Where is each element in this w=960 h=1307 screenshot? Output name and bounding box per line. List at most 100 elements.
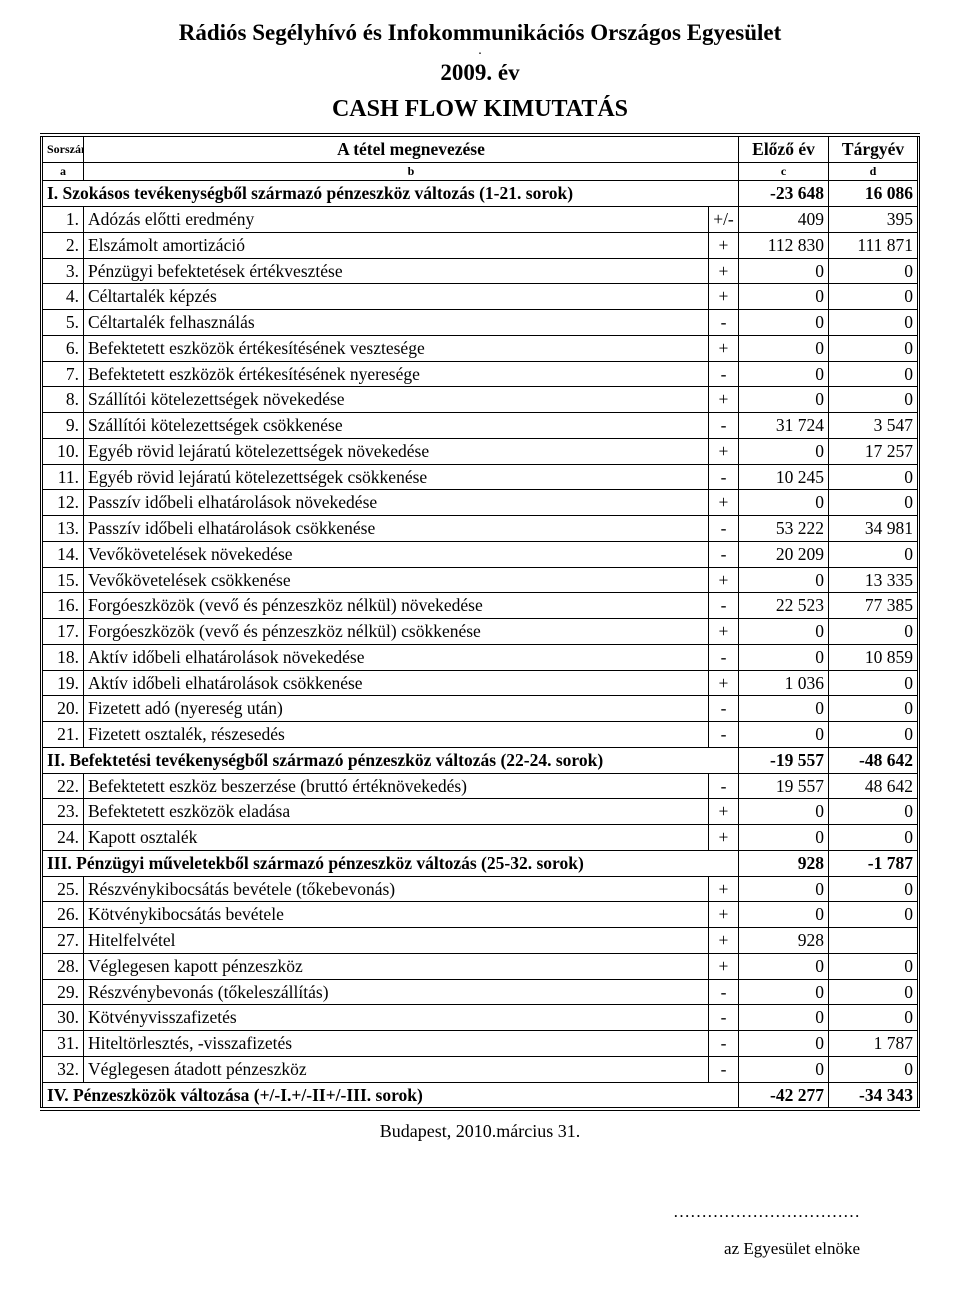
row-prev: 928 xyxy=(739,928,829,954)
table-row: 1.Adózás előtti eredmény+/-409395 xyxy=(42,207,919,233)
section-prev: -42 277 xyxy=(739,1082,829,1109)
table-row: 14.Vevőkövetelések növekedése-20 2090 xyxy=(42,541,919,567)
row-prev: 0 xyxy=(739,387,829,413)
row-num: 18. xyxy=(42,644,84,670)
report-title: CASH FLOW KIMUTATÁS xyxy=(40,96,920,123)
header-row-2: a b c d xyxy=(42,162,919,181)
row-name: Elszámolt amortizáció xyxy=(84,232,709,258)
row-prev: 0 xyxy=(739,361,829,387)
row-curr: 0 xyxy=(829,722,919,748)
row-prev: 0 xyxy=(739,979,829,1005)
row-sign: + xyxy=(708,928,738,954)
row-prev: 0 xyxy=(739,619,829,645)
row-name: Hiteltörlesztés, -visszafizetés xyxy=(84,1031,709,1057)
row-name: Forgóeszközök (vevő és pénzeszköz nélkül… xyxy=(84,593,709,619)
row-num: 27. xyxy=(42,928,84,954)
row-prev: 0 xyxy=(739,1056,829,1082)
row-num: 9. xyxy=(42,413,84,439)
row-sign: - xyxy=(708,361,738,387)
row-curr: 77 385 xyxy=(829,593,919,619)
row-num: 14. xyxy=(42,541,84,567)
signature-dots: …………………………… xyxy=(40,1202,860,1222)
row-curr: 0 xyxy=(829,799,919,825)
row-curr: 0 xyxy=(829,490,919,516)
cashflow-table: Sorszám A tétel megnevezése Előző év Tár… xyxy=(40,133,920,1111)
row-curr: 0 xyxy=(829,1056,919,1082)
section-row: II. Befektetési tevékenységből származó … xyxy=(42,747,919,773)
table-row: 27.Hitelfelvétel+928 xyxy=(42,928,919,954)
table-row: 2.Elszámolt amortizáció+112 830111 871 xyxy=(42,232,919,258)
table-row: 19.Aktív időbeli elhatárolások csökkenés… xyxy=(42,670,919,696)
row-curr: 0 xyxy=(829,387,919,413)
row-num: 15. xyxy=(42,567,84,593)
row-curr: 0 xyxy=(829,876,919,902)
row-curr: 0 xyxy=(829,1005,919,1031)
section-prev: 928 xyxy=(739,850,829,876)
table-row: 26.Kötvénykibocsátás bevétele+00 xyxy=(42,902,919,928)
section-label: I. Szokásos tevékenységből származó pénz… xyxy=(42,181,739,207)
table-row: 25.Részvénykibocsátás bevétele (tőkebevo… xyxy=(42,876,919,902)
row-name: Befektetett eszközök értékesítésének ves… xyxy=(84,335,709,361)
table-row: 28.Véglegesen kapott pénzeszköz+00 xyxy=(42,953,919,979)
row-name: Forgóeszközök (vevő és pénzeszköz nélkül… xyxy=(84,619,709,645)
row-name: Véglegesen kapott pénzeszköz xyxy=(84,953,709,979)
row-prev: 409 xyxy=(739,207,829,233)
header-row-1: Sorszám A tétel megnevezése Előző év Tár… xyxy=(42,135,919,162)
row-name: Szállítói kötelezettségek növekedése xyxy=(84,387,709,413)
row-curr: 0 xyxy=(829,361,919,387)
table-row: 5.Céltartalék felhasználás-00 xyxy=(42,310,919,336)
table-row: 18.Aktív időbeli elhatárolások növekedés… xyxy=(42,644,919,670)
row-name: Vevőkövetelések növekedése xyxy=(84,541,709,567)
row-curr: 0 xyxy=(829,464,919,490)
row-prev: 0 xyxy=(739,902,829,928)
row-prev: 20 209 xyxy=(739,541,829,567)
section-label: III. Pénzügyi műveletekből származó pénz… xyxy=(42,850,739,876)
dot: . xyxy=(40,46,920,56)
row-curr: 0 xyxy=(829,953,919,979)
col-curr-header: Tárgyév xyxy=(829,135,919,162)
row-prev: 53 222 xyxy=(739,516,829,542)
row-name: Befektetett eszköz beszerzése (bruttó ér… xyxy=(84,773,709,799)
row-curr: 48 642 xyxy=(829,773,919,799)
table-row: 8.Szállítói kötelezettségek növekedése+0… xyxy=(42,387,919,413)
row-prev: 0 xyxy=(739,258,829,284)
row-name: Fizetett osztalék, részesedés xyxy=(84,722,709,748)
table-row: 7.Befektetett eszközök értékesítésének n… xyxy=(42,361,919,387)
row-name: Egyéb rövid lejáratú kötelezettségek növ… xyxy=(84,438,709,464)
section-curr: -1 787 xyxy=(829,850,919,876)
row-sign: + xyxy=(708,876,738,902)
row-num: 8. xyxy=(42,387,84,413)
col-num-header: Sorszám xyxy=(42,135,84,162)
col-name-header: A tétel megnevezése xyxy=(84,135,739,162)
table-row: 13.Passzív időbeli elhatárolások csökken… xyxy=(42,516,919,542)
row-num: 5. xyxy=(42,310,84,336)
row-num: 22. xyxy=(42,773,84,799)
row-num: 19. xyxy=(42,670,84,696)
table-row: 3.Pénzügyi befektetések értékvesztése+00 xyxy=(42,258,919,284)
col-prev-header: Előző év xyxy=(739,135,829,162)
row-num: 1. xyxy=(42,207,84,233)
section-row: III. Pénzügyi műveletekből származó pénz… xyxy=(42,850,919,876)
row-sign: - xyxy=(708,1056,738,1082)
row-sign: + xyxy=(708,232,738,258)
row-sign: + xyxy=(708,825,738,851)
row-num: 30. xyxy=(42,1005,84,1031)
row-curr: 0 xyxy=(829,258,919,284)
row-name: Befektetett eszközök értékesítésének nye… xyxy=(84,361,709,387)
row-sign: + xyxy=(708,490,738,516)
row-num: 4. xyxy=(42,284,84,310)
row-curr: 1 787 xyxy=(829,1031,919,1057)
col-b: b xyxy=(84,162,739,181)
row-sign: - xyxy=(708,1031,738,1057)
row-sign: +/- xyxy=(708,207,738,233)
row-sign: - xyxy=(708,464,738,490)
row-name: Céltartalék felhasználás xyxy=(84,310,709,336)
row-sign: - xyxy=(708,722,738,748)
row-curr: 0 xyxy=(829,310,919,336)
row-name: Pénzügyi befektetések értékvesztése xyxy=(84,258,709,284)
row-curr: 0 xyxy=(829,335,919,361)
row-name: Befektetett eszközök eladása xyxy=(84,799,709,825)
row-sign: + xyxy=(708,799,738,825)
table-row: 29.Részvénybevonás (tőkeleszállítás)-00 xyxy=(42,979,919,1005)
section-curr: -48 642 xyxy=(829,747,919,773)
